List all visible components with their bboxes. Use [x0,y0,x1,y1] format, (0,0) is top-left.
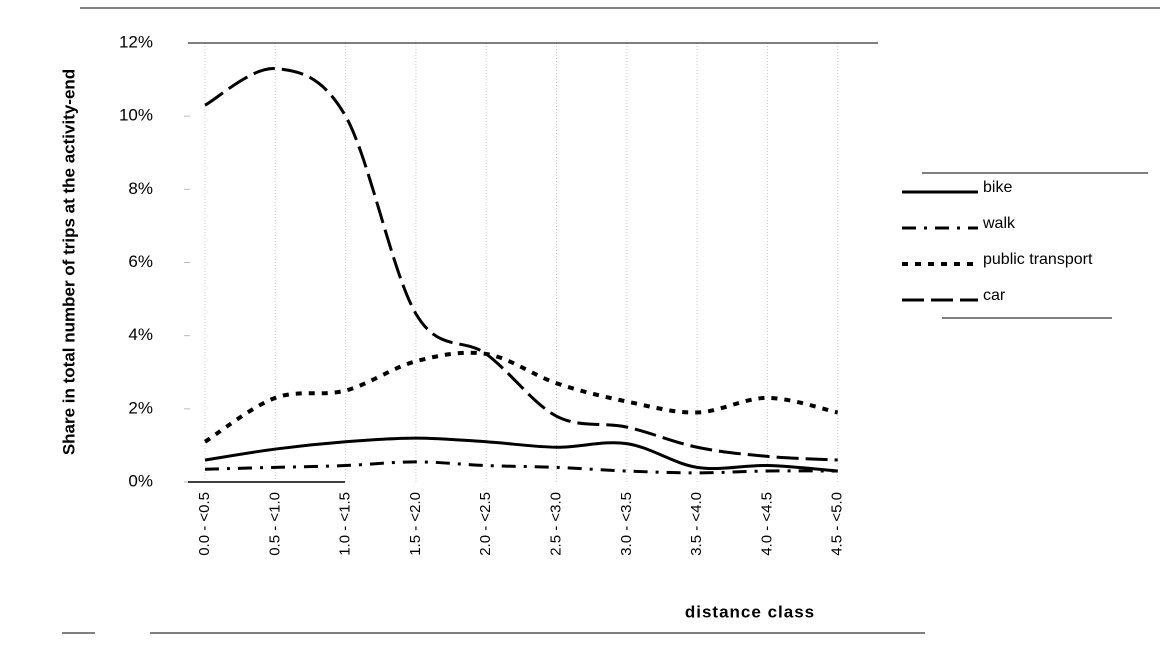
legend-label: car [983,287,1006,304]
legend-label: bike [983,179,1012,196]
y-tick-label: 0% [128,471,153,490]
legend-label: walk [982,215,1016,232]
series-line [204,67,838,462]
series-line [204,436,838,473]
y-tick-label: 4% [128,325,153,344]
x-tick-label: 3.5 - <4.0 [688,492,705,556]
x-tick-label: 3.0 - <3.5 [618,492,635,556]
x-tick-label: 2.5 - <3.0 [547,492,564,556]
y-tick-label: 10% [119,106,153,125]
x-tick-label: 4.5 - <5.0 [829,492,846,556]
legend-label: public transport [983,251,1093,268]
x-tick-label: 4.0 - <4.5 [758,492,775,556]
y-axis-title: Share in total number of trips at the ac… [59,69,78,455]
y-tick-label: 12% [119,32,153,51]
x-tick-label: 0.5 - <1.0 [266,492,283,556]
y-tick-label: 8% [128,179,153,198]
y-tick-label: 6% [128,252,153,271]
x-tick-label: 0.0 - <0.5 [196,492,213,556]
y-tick-label: 2% [128,398,153,417]
x-axis-title: distance class [685,602,815,621]
series-line [204,460,838,475]
x-tick-label: 1.5 - <2.0 [407,492,424,556]
series-line [203,350,839,444]
x-tick-label: 2.0 - <2.5 [477,492,494,556]
x-tick-label: 1.0 - <1.5 [337,492,354,556]
